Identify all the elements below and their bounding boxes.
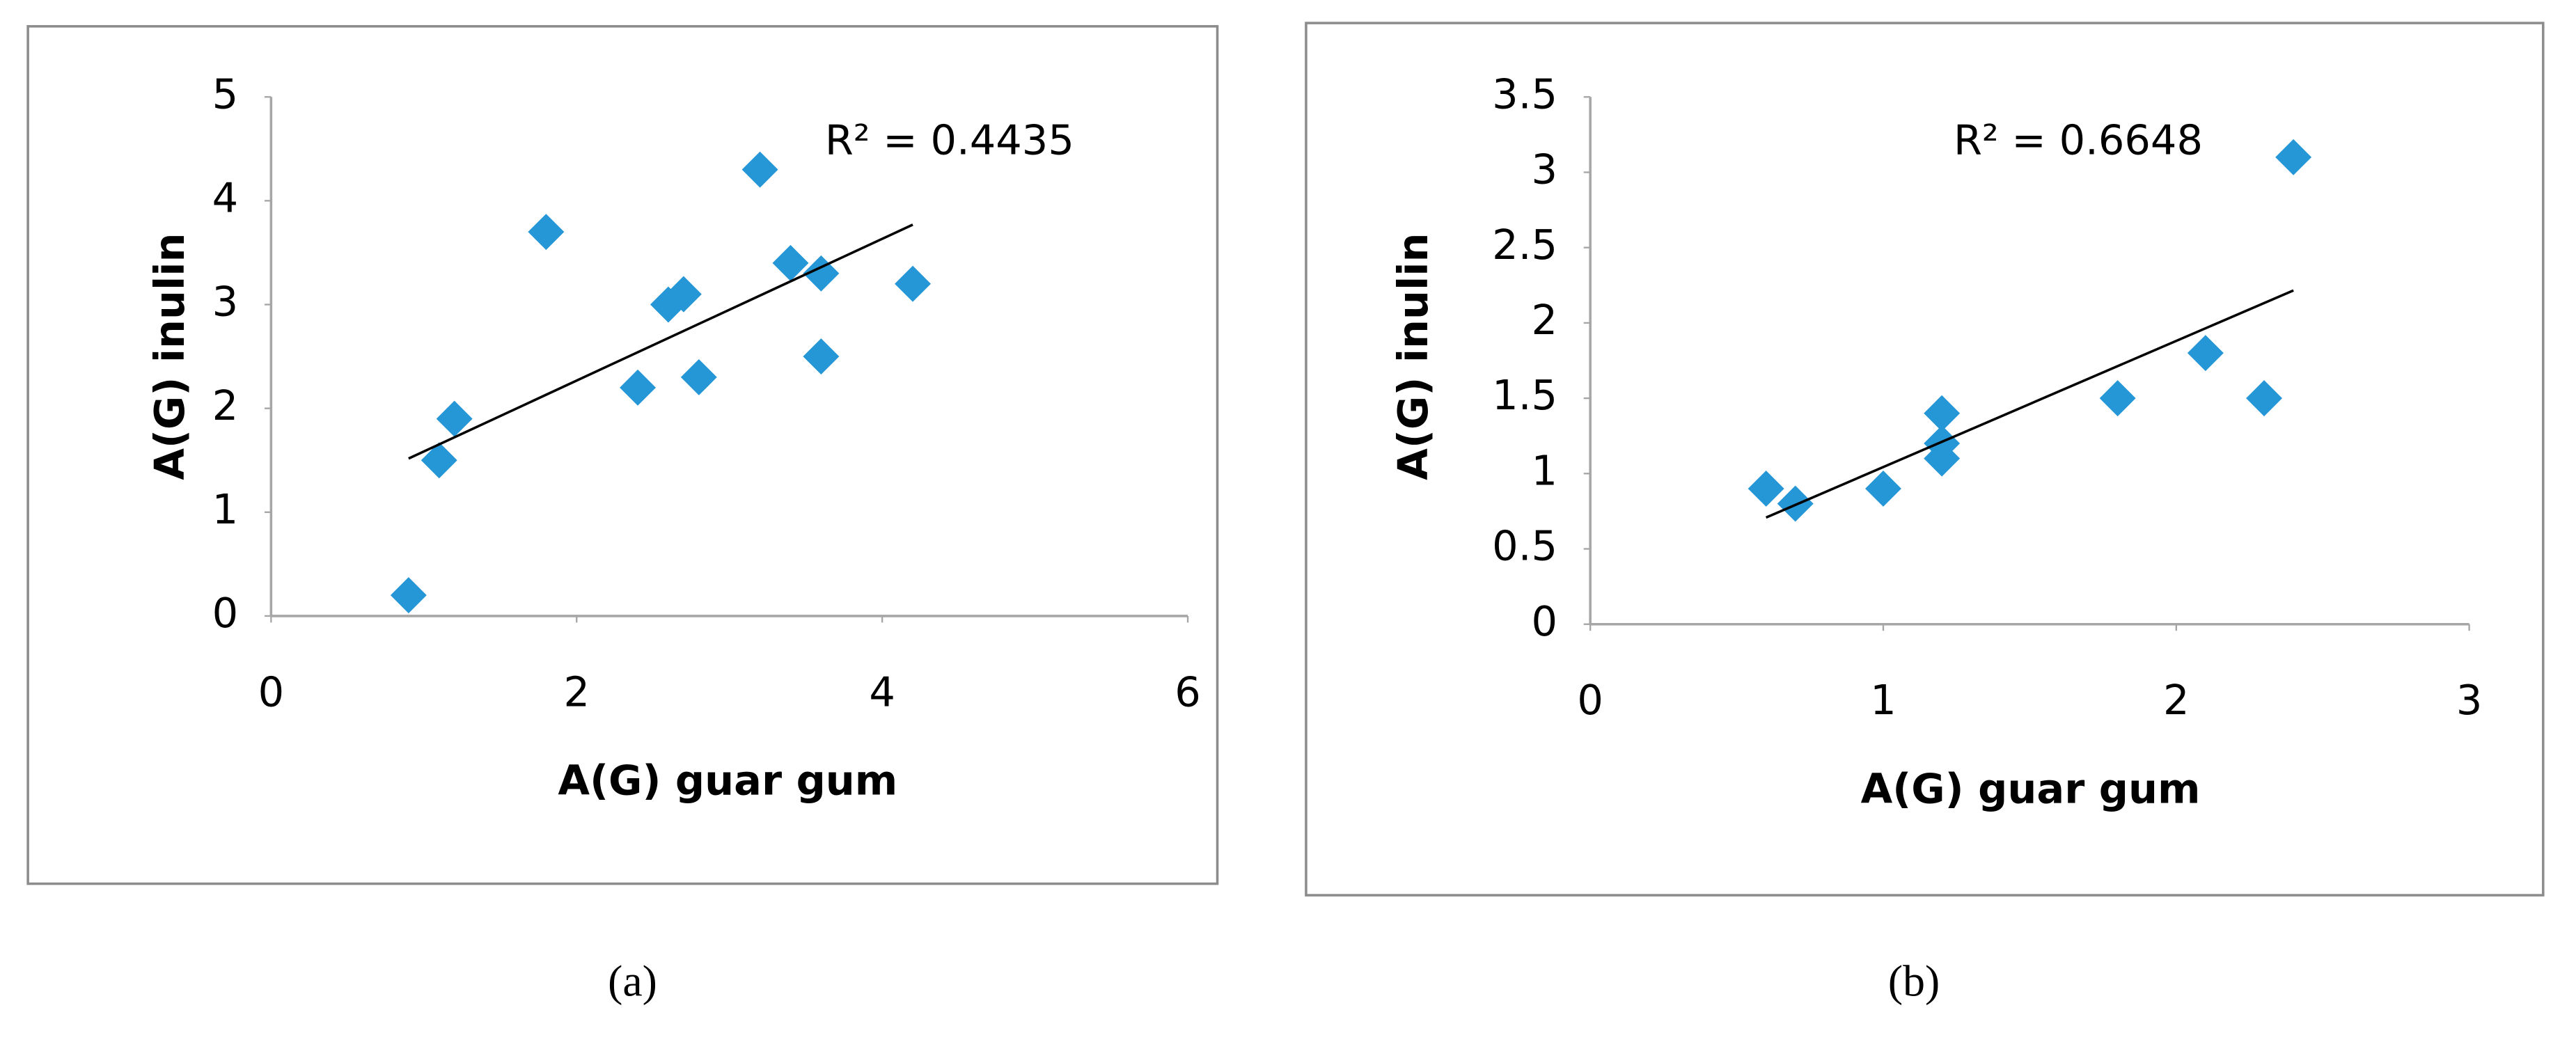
point — [665, 276, 702, 313]
x-tick-label: 4 — [869, 668, 895, 716]
point — [2187, 335, 2224, 372]
chart: 0 1 2 3 4 5 0 2 4 6 A(G) inulin A(G) guar gum R² = 0… — [26, 25, 1219, 1005]
point — [741, 151, 778, 188]
r-squared: R² = 0.4435 — [825, 116, 1074, 164]
point — [620, 369, 656, 406]
panel-caption: (a) — [608, 956, 657, 1005]
point — [2275, 139, 2312, 175]
y-tick-label: 1.5 — [1492, 371, 1557, 419]
point — [528, 214, 565, 251]
y-tick-label: 2.5 — [1492, 221, 1557, 269]
y-tick-label: 3 — [1531, 145, 1557, 194]
y-axis-title: A(G) inulin — [146, 233, 194, 480]
trendline — [408, 223, 913, 460]
y-tick-label: 0 — [212, 589, 239, 637]
y-tick-label: 2 — [212, 381, 239, 429]
y-tick-label: 1 — [212, 485, 239, 533]
chart: 0 0.5 1 1.5 2 2.5 3 3.5 0 1 2 3 A(G) inulin A(G) guar… — [1305, 22, 2545, 1005]
point — [2099, 380, 2136, 417]
r-squared: R² = 0.6648 — [1954, 116, 2203, 164]
chart-frame — [1305, 22, 2545, 897]
y-tick-label: 4 — [212, 174, 239, 222]
y-tick-label: 5 — [212, 70, 239, 118]
y-axis-title: A(G) inulin — [1389, 233, 1437, 480]
x-tick-label: 2 — [2163, 676, 2190, 724]
x-tick-label: 0 — [1577, 676, 1603, 724]
point — [803, 338, 840, 375]
x-axis-title: A(G) guar gum — [558, 757, 897, 805]
point — [895, 265, 932, 302]
point — [680, 358, 717, 395]
chart-frame — [26, 25, 1219, 885]
y-tick-label: 2 — [1531, 296, 1557, 344]
point — [1865, 471, 1901, 507]
trendline — [1765, 289, 2294, 519]
point — [1748, 471, 1784, 507]
y-tick-label: 3 — [212, 278, 239, 326]
point — [2246, 380, 2283, 417]
panel-caption: (b) — [1888, 956, 1940, 1005]
point — [421, 442, 457, 479]
x-tick-label: 6 — [1175, 668, 1201, 716]
y-tick-label: 3.5 — [1492, 70, 1557, 118]
point — [436, 400, 473, 437]
y-tick-label: 0.5 — [1492, 522, 1557, 570]
y-tick-label: 1 — [1531, 446, 1557, 494]
x-tick-label: 0 — [258, 668, 285, 716]
x-axis-title: A(G) guar gum — [1861, 765, 2201, 813]
x-tick-label: 3 — [2456, 676, 2483, 724]
point — [390, 577, 427, 614]
x-tick-label: 2 — [563, 668, 590, 716]
x-tick-label: 1 — [1870, 676, 1896, 724]
y-tick-label: 0 — [1531, 597, 1557, 645]
